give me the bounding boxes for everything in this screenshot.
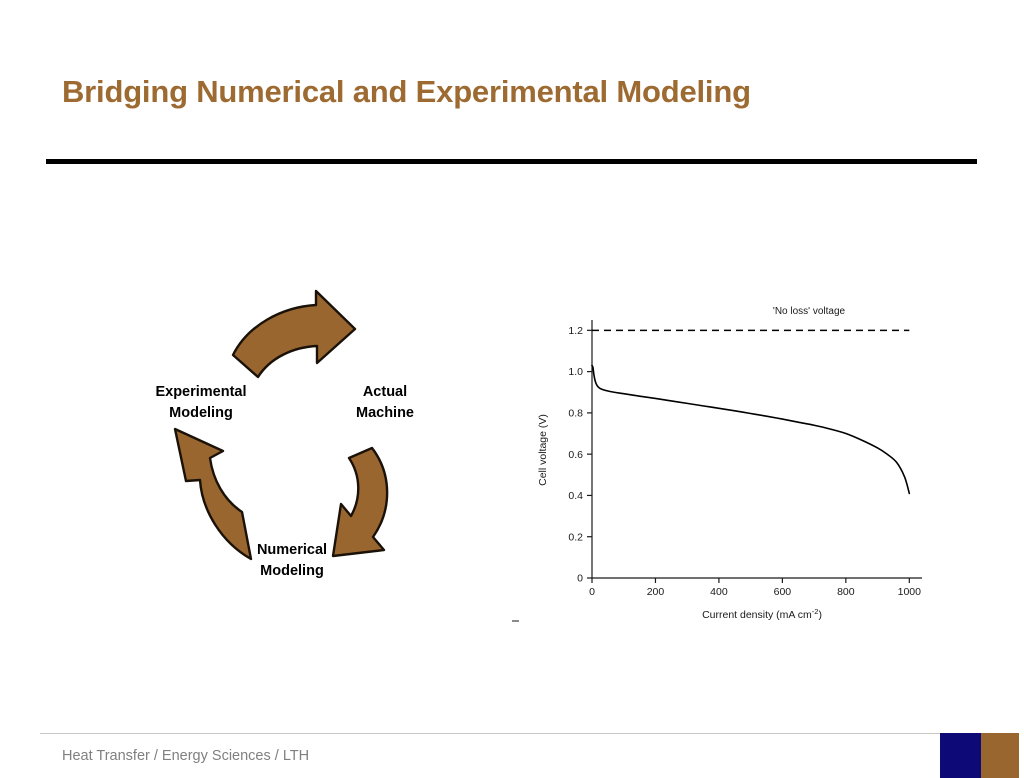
chart-y-tick-label: 1.0 bbox=[568, 366, 583, 378]
chart-y-tick-label: 0.2 bbox=[568, 531, 583, 543]
chart-y-tick-label: 0.6 bbox=[568, 449, 583, 461]
chart-x-tick-label: 200 bbox=[647, 586, 665, 598]
footer-color-block-navy bbox=[940, 733, 981, 778]
chart-y-tick-label: 1.2 bbox=[568, 325, 583, 337]
chart-x-axis-label: Current density (mA cm-2) bbox=[702, 607, 822, 621]
chart-x-tick-label: 800 bbox=[837, 586, 855, 598]
chart-x-tick-label: 400 bbox=[710, 586, 728, 598]
chart-x-ticks: 0 200 400 600 800 1000 bbox=[589, 578, 921, 598]
page-title: Bridging Numerical and Experimental Mode… bbox=[62, 74, 751, 109]
cycle-label-numerical-modeling: Numerical Modeling bbox=[256, 542, 328, 580]
chart-y-tick-label: 0.8 bbox=[568, 407, 583, 419]
chart-y-tick-label: 0.4 bbox=[568, 490, 583, 502]
chart-annotation-no-loss-voltage: 'No loss' voltage bbox=[773, 306, 846, 317]
chart-y-ticks: 0 0.2 0.4 0.6 0.8 1.0 1.2 bbox=[568, 325, 592, 585]
cycle-arrow-top bbox=[231, 289, 357, 379]
chart-y-axis-label: Cell voltage (V) bbox=[537, 414, 549, 486]
footer-label: Heat Transfer / Energy Sciences / LTH bbox=[62, 748, 310, 764]
cycle-label-experimental-modeling: Experimental Modeling bbox=[155, 384, 247, 422]
chart-x-tick-label: 600 bbox=[774, 586, 792, 598]
polarization-curve-chart: 0 0.2 0.4 0.6 0.8 1.0 1.2 0 200 400 600 800 1000 'N… bbox=[524, 300, 944, 635]
stray-mark bbox=[512, 620, 519, 622]
footer-color-block-brown bbox=[981, 733, 1019, 778]
title-divider bbox=[46, 159, 977, 164]
footer-divider bbox=[40, 733, 982, 734]
chart-y-tick-label: 0 bbox=[577, 573, 583, 585]
modeling-cycle-diagram bbox=[130, 288, 460, 600]
chart-polarization-curve bbox=[591, 364, 911, 495]
cycle-arrow-right bbox=[331, 446, 389, 558]
cycle-arrow-left bbox=[173, 427, 253, 561]
chart-x-tick-label: 0 bbox=[589, 586, 595, 598]
chart-x-tick-label: 1000 bbox=[898, 586, 922, 598]
cycle-label-actual-machine: Actual Machine bbox=[355, 384, 414, 422]
